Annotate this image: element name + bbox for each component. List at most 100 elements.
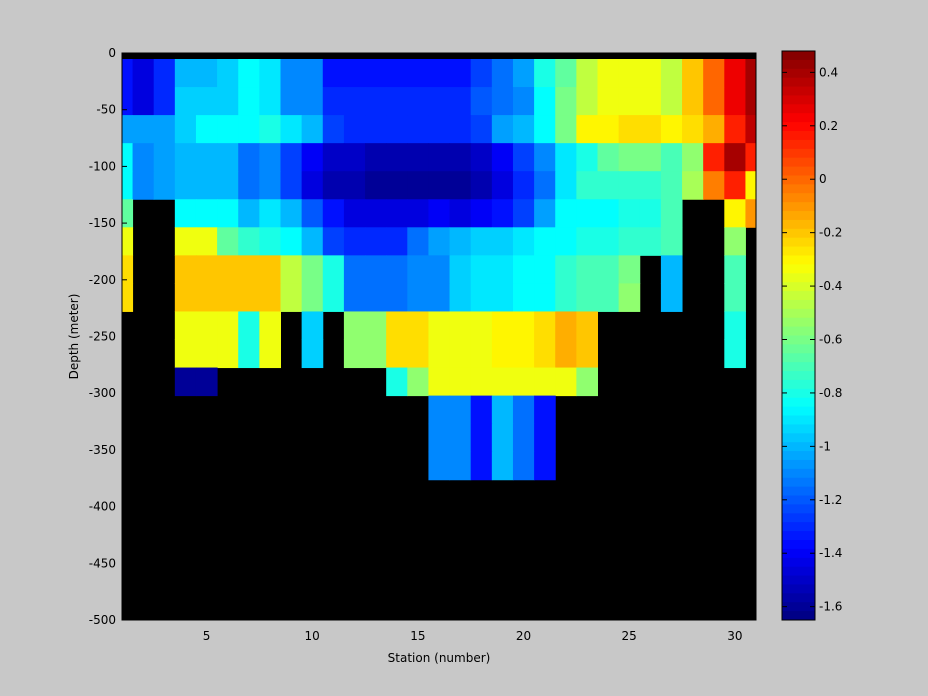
heatmap-cell [576,59,598,88]
colorbar-step [782,193,815,203]
colorbar-tick-label: -0.2 [819,226,842,240]
heatmap-cell [428,115,451,144]
heatmap-cell [470,59,493,88]
heatmap-cell [555,199,577,228]
colorbar-step [782,228,815,239]
colorbar-step [782,219,815,230]
colorbar-step [782,477,815,488]
heatmap-cell [703,171,725,200]
heatmap-cell [195,283,218,312]
heatmap-cell [682,87,704,116]
heatmap-cell [132,143,155,172]
heatmap-cell [449,451,472,481]
heatmap-cell [195,311,218,340]
heatmap-cell [724,59,746,88]
heatmap-cell [576,339,598,369]
y-tick-label: -450 [89,556,116,570]
heatmap-cell [301,255,324,284]
heatmap-cell [491,199,514,228]
heatmap-cell [470,171,493,200]
heatmap-cell [428,143,451,172]
heatmap-cell [449,171,472,200]
heatmap-cell [682,143,704,172]
heatmap-cell [703,87,725,116]
heatmap-cell [153,115,176,144]
heatmap-cell [259,199,281,228]
heatmap-cell [217,339,239,369]
heatmap-cell [428,87,451,116]
heatmap-cell [386,311,408,340]
colorbar-step [782,442,815,452]
heatmap-cell [174,199,197,228]
heatmap-cell [618,171,641,200]
heatmap-cell [407,367,429,397]
heatmap-cell [365,87,387,116]
colorbar-step [782,424,815,434]
y-tick-label: -150 [89,216,116,230]
colorbar-step [782,51,815,61]
heatmap-cell [301,115,324,144]
heatmap-cell [555,339,577,369]
heatmap-cell [343,255,366,284]
heatmap-cell [512,227,535,256]
heatmap-cell [682,115,704,144]
heatmap-cell [386,283,408,312]
heatmap-cell [280,255,303,284]
heatmap-cell [555,59,577,88]
heatmap-cell [122,227,134,256]
heatmap-cell [618,59,641,88]
heatmap-cell [449,199,472,228]
heatmap-cell [428,311,451,340]
heatmap-cell [618,115,641,144]
heatmap-cell [365,171,387,200]
heatmap-cell [174,87,197,116]
heatmap-cell [322,115,345,144]
heatmap-cell [238,311,260,340]
heatmap-cell [259,283,281,312]
heatmap-cell [449,283,472,312]
heatmap-cell [534,59,556,88]
heatmap-cell [597,255,620,284]
y-tick-label: -350 [89,443,116,457]
heatmap-cell [238,339,260,369]
heatmap-cell [343,339,366,369]
heatmap-cell [365,227,387,256]
heatmap-cell [407,87,429,116]
colorbar-step [782,148,815,159]
heatmap-cell [576,227,598,256]
heatmap-cell [597,171,620,200]
heatmap-cell [491,59,514,88]
heatmap-cell [322,59,345,88]
heatmap-cell [491,171,514,200]
heatmap-cell [534,395,556,425]
y-tick-label: -300 [89,386,116,400]
heatmap-cell [428,423,451,453]
heatmap-cell [597,87,620,116]
heatmap-cell [639,115,662,144]
heatmap-cell [470,283,493,312]
heatmap-cell [386,199,408,228]
colorbar-step [782,362,815,372]
heatmap-cell [238,171,260,200]
heatmap-cell [174,227,197,256]
heatmap-cell [280,87,303,116]
x-tick-label: 15 [410,629,425,643]
heatmap-cell [724,339,746,369]
heatmap-cell [407,199,429,228]
heatmap-cell [195,115,218,144]
colorbar-step [782,299,815,310]
heatmap-cell [195,339,218,369]
heatmap-cell [491,339,514,369]
heatmap-cell [280,115,303,144]
heatmap-cell [174,255,197,284]
colorbar-step [782,335,815,345]
heatmap-cell [343,227,366,256]
heatmap-cell [470,311,493,340]
heatmap-cell [639,87,662,116]
heatmap-cell [534,339,556,369]
heatmap-cell [365,199,387,228]
heatmap-cell [512,423,535,453]
heatmap-cell [512,115,535,144]
heatmap-cell [428,283,451,312]
colorbar-step [782,513,815,523]
